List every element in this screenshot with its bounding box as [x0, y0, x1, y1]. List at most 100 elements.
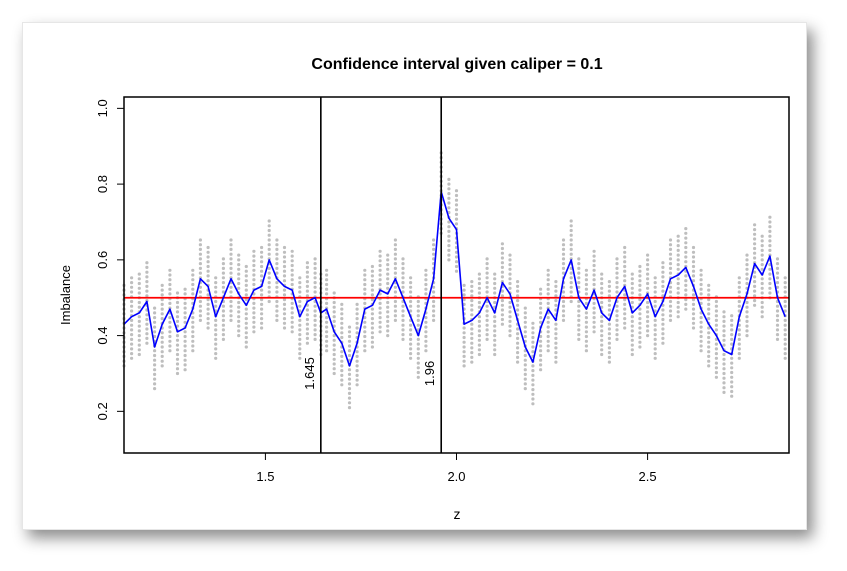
band-dot [753, 242, 757, 246]
band-dot [607, 289, 612, 293]
band-dot [378, 316, 382, 320]
band-dot [424, 278, 428, 282]
band-dot [768, 220, 772, 224]
band-dot [607, 341, 612, 345]
band-dot [290, 330, 294, 334]
band-dot [244, 331, 248, 335]
band-dot [332, 310, 336, 314]
band-dot [347, 330, 352, 334]
band-dot [229, 266, 233, 270]
band-dot [282, 293, 287, 297]
band-dot [229, 299, 233, 304]
band-dot [630, 286, 634, 290]
band-dot [500, 308, 504, 312]
band-dot [714, 370, 719, 375]
band-dot [714, 375, 719, 379]
band-dot [493, 286, 497, 290]
band-dot [707, 312, 711, 316]
band-dot [332, 357, 336, 361]
band-dot [340, 369, 344, 373]
band-dot [363, 316, 367, 320]
band-dot [325, 301, 329, 305]
band-dot [554, 351, 558, 355]
band-dot [401, 271, 405, 275]
band-dot [477, 324, 481, 328]
threshold-lines: 1.645 1.96 [302, 97, 443, 453]
band-dot [539, 339, 543, 343]
band-dot [577, 266, 581, 270]
band-dot [447, 225, 451, 229]
band-dot [168, 330, 172, 334]
band-dot [447, 253, 451, 257]
band-dot [260, 312, 264, 316]
band-dot [137, 338, 141, 342]
band-dot [363, 325, 367, 329]
band-dot [646, 319, 650, 323]
band-dot [577, 285, 581, 289]
band-dot [252, 282, 256, 287]
band-dot [653, 281, 657, 285]
band-dot [282, 317, 287, 321]
band-dot [206, 260, 210, 264]
band-dot [416, 361, 420, 365]
band-dot [615, 266, 619, 270]
band-dot [175, 300, 180, 305]
band-dot [340, 326, 344, 330]
x-tick-label: 1.5 [256, 469, 274, 484]
band-dot [753, 280, 757, 284]
band-dot [424, 349, 428, 353]
band-dot [214, 342, 218, 346]
band-dot [661, 265, 665, 269]
band-dot [477, 277, 481, 281]
band-dot [229, 318, 233, 322]
band-dot [237, 300, 241, 305]
band-dot [363, 330, 367, 334]
band-dot [493, 352, 497, 357]
band-dot [183, 339, 187, 343]
band-dot [500, 303, 504, 307]
band-dot [676, 315, 680, 319]
band-dot [707, 345, 711, 349]
band-dot [401, 262, 405, 266]
band-dot [340, 302, 344, 306]
band-dot [416, 318, 420, 322]
band-dot [183, 306, 187, 310]
band-dot [661, 280, 665, 284]
band-dot [432, 243, 436, 247]
band-dot [630, 324, 634, 328]
band-dot [676, 263, 680, 267]
band-dot [332, 334, 336, 338]
band-dot [584, 301, 589, 305]
band-dot [409, 337, 413, 341]
band-dot [401, 266, 405, 270]
band-dot [168, 316, 172, 320]
band-dot [760, 310, 764, 314]
band-dot [137, 305, 141, 309]
band-dot [290, 320, 294, 324]
band-dot [630, 338, 634, 342]
band-dot [500, 313, 504, 317]
band-dot [668, 309, 673, 313]
band-dot [305, 332, 309, 336]
band-dot [347, 349, 352, 353]
band-dot [623, 260, 627, 264]
band-dot [244, 283, 248, 287]
band-dot [130, 309, 134, 313]
band-dot [691, 264, 696, 269]
band-dot [175, 334, 180, 338]
band-dot [386, 329, 390, 333]
band-dot [516, 346, 520, 350]
band-dot [737, 290, 741, 294]
band-dot [409, 281, 413, 285]
band-dot [409, 290, 413, 294]
band-dot [722, 357, 726, 361]
band-dot [523, 316, 527, 320]
band-dot [775, 304, 780, 308]
band-dot [707, 293, 711, 297]
band-dot [424, 287, 428, 291]
band-dot [252, 311, 256, 315]
band-dot [500, 246, 504, 251]
band-dot [684, 298, 688, 302]
band-dot [508, 253, 512, 257]
band-dot [653, 342, 657, 346]
